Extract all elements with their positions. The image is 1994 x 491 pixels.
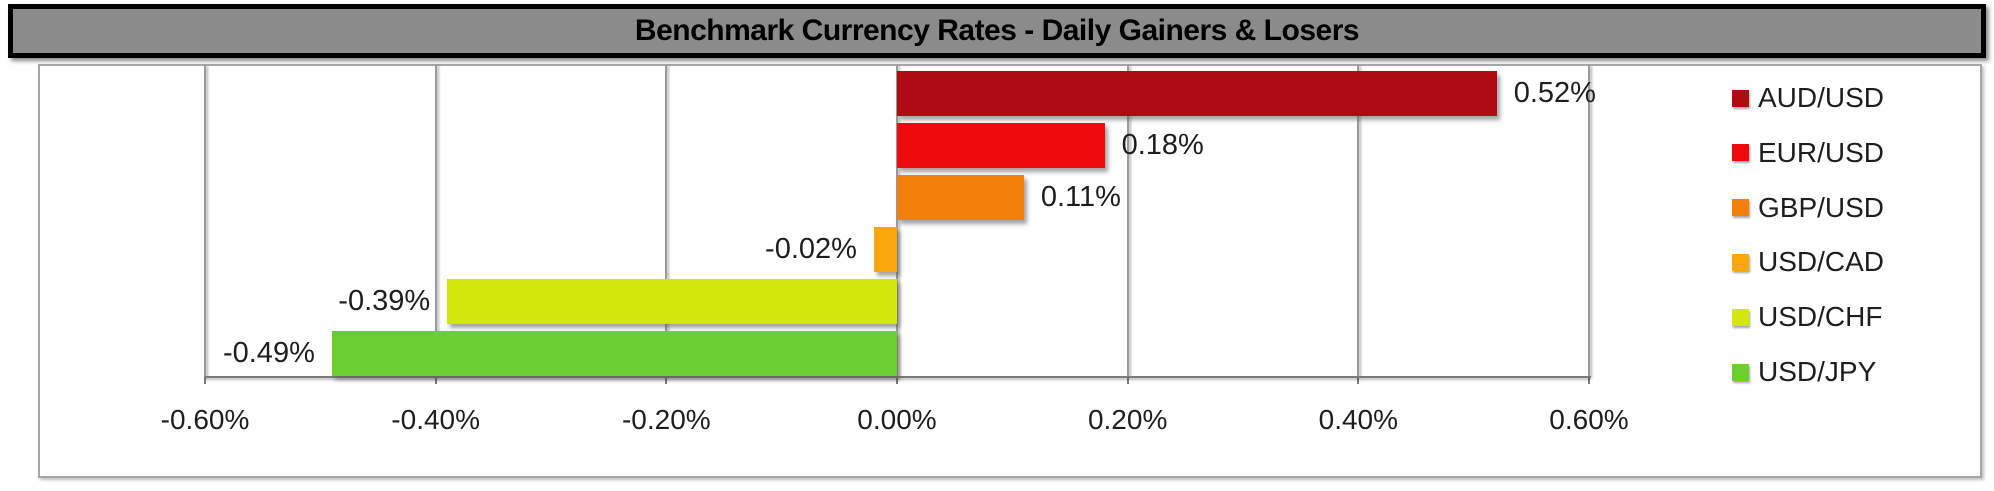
chart-title: Benchmark Currency Rates - Daily Gainers… (634, 14, 1360, 47)
legend-item-usd-cad: USD/CAD (1732, 246, 1884, 278)
legend-label: USD/CAD (1758, 246, 1885, 278)
x-tick-label: 0.20% (1087, 404, 1168, 435)
legend-swatch-icon (1732, 144, 1749, 162)
x-tick-label: 0.60% (1549, 404, 1629, 435)
bar-value-label: 0.11% (1040, 180, 1121, 213)
x-axis-tick (434, 377, 437, 384)
x-axis-tick (1126, 377, 1129, 384)
x-tick-label: -0.60% (160, 404, 250, 435)
x-tick-label: -0.40% (391, 404, 481, 435)
gridline (1126, 65, 1129, 377)
legend-label: AUD/USD (1758, 82, 1885, 113)
x-axis-tick (665, 377, 668, 384)
gridline (1588, 65, 1590, 377)
legend-label: EUR/USD (1758, 136, 1885, 168)
chart-title-bar: Benchmark Currency Rates - Daily Gainers… (8, 4, 1986, 58)
bar-value-label: -0.39% (338, 284, 431, 317)
legend-label: USD/CHF (1758, 301, 1883, 333)
legend-label: GBP/USD (1758, 191, 1885, 223)
bar-value-label: -0.02% (765, 232, 857, 265)
legend-swatch-icon (1732, 363, 1749, 381)
gridline (434, 65, 437, 377)
bar-value-label: 0.18% (1121, 128, 1204, 161)
bar-eur-usd (897, 122, 1105, 168)
legend-item-aud-usd: AUD/USD (1732, 82, 1884, 114)
gridline (1357, 65, 1360, 377)
bar-usd-jpy (331, 330, 897, 376)
legend-swatch-icon (1732, 308, 1749, 326)
x-tick-label: 0.40% (1318, 404, 1399, 435)
legend-item-eur-usd: EUR/USD (1732, 137, 1884, 169)
legend-swatch-icon (1732, 89, 1749, 107)
legend-item-usd-jpy: USD/JPY (1732, 356, 1876, 388)
bar-value-label: -0.49% (222, 336, 315, 369)
gridline (204, 65, 206, 377)
legend-swatch-icon (1732, 199, 1749, 217)
legend-item-gbp-usd: GBP/USD (1732, 192, 1884, 224)
x-axis-tick (1357, 377, 1360, 384)
legend-swatch-icon (1732, 253, 1749, 271)
x-axis-line (205, 376, 1591, 378)
x-axis-tick (204, 377, 206, 384)
gridline (665, 65, 668, 377)
x-tick-label: -0.20% (621, 404, 711, 435)
bar-gbp-usd (897, 174, 1024, 220)
x-axis-tick (896, 377, 898, 384)
x-axis-tick (1588, 377, 1590, 384)
x-tick-label: 0.00% (857, 404, 937, 435)
bar-usd-cad (873, 226, 897, 272)
bar-aud-usd (897, 70, 1497, 116)
legend-label: USD/JPY (1758, 356, 1877, 387)
legend-item-usd-chf: USD/CHF (1732, 301, 1882, 333)
zero-gridline (896, 65, 898, 377)
bar-value-label: 0.52% (1513, 76, 1596, 109)
bar-usd-chf (447, 278, 897, 324)
